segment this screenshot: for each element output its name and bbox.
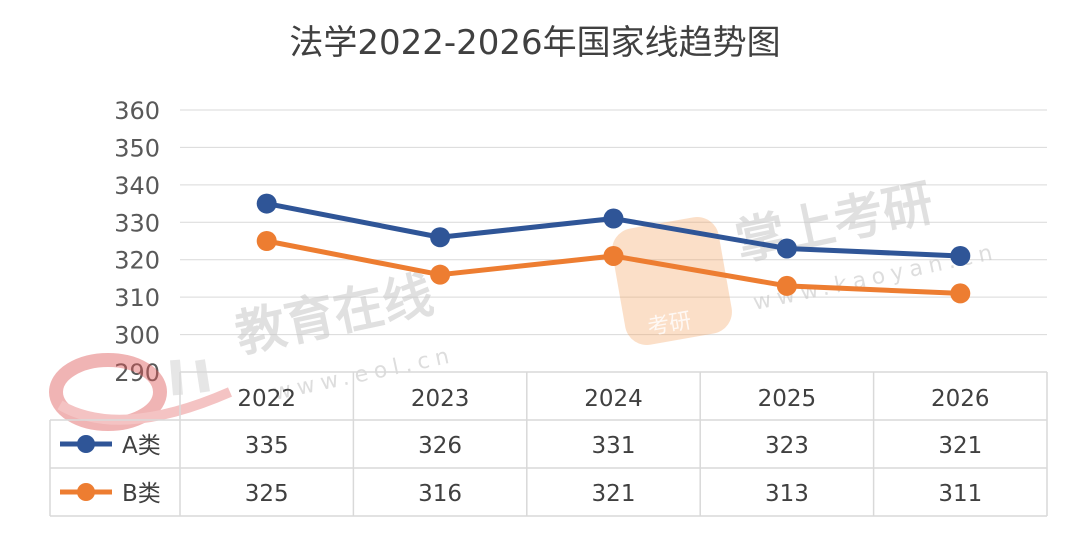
data-point bbox=[950, 245, 971, 266]
data-label: 326 bbox=[418, 433, 462, 459]
data-point bbox=[430, 227, 451, 248]
chart-title: 法学2022-2026年国家线趋势图 bbox=[289, 23, 780, 63]
data-label: 311 bbox=[938, 481, 982, 507]
data-label: 335 bbox=[245, 433, 289, 459]
y-tick-label: 330 bbox=[114, 209, 160, 237]
data-table: 2022 2023 2024 2025 2026 A类 335 326 331 323 321 B类 3… bbox=[49, 371, 1048, 517]
legend-entry: A类 bbox=[122, 433, 161, 459]
data-point bbox=[950, 283, 971, 304]
y-tick-label: 340 bbox=[114, 172, 160, 200]
y-tick-label: 290 bbox=[114, 359, 160, 387]
eol-watermark-text: 教育在线 bbox=[230, 265, 438, 363]
legend-marker-icon bbox=[77, 435, 95, 453]
x-tick-label: 2023 bbox=[411, 386, 470, 412]
data-label: 316 bbox=[418, 481, 462, 507]
data-point bbox=[776, 238, 797, 259]
y-tick-label: 350 bbox=[114, 134, 160, 162]
x-tick-label: 2024 bbox=[584, 386, 643, 412]
y-axis-ticks: 290 300 310 320 330 340 350 360 bbox=[114, 97, 160, 387]
data-point bbox=[430, 264, 451, 285]
data-point bbox=[776, 275, 797, 296]
data-label: 321 bbox=[592, 481, 636, 507]
x-tick-label: 2025 bbox=[758, 386, 817, 412]
x-tick-label: 2026 bbox=[931, 386, 990, 412]
legend-entry: B类 bbox=[122, 481, 161, 507]
data-point bbox=[256, 231, 277, 251]
x-tick-label: 2022 bbox=[237, 386, 296, 412]
legend-marker-icon bbox=[77, 483, 95, 501]
y-tick-label: 310 bbox=[114, 284, 160, 312]
data-point bbox=[603, 245, 624, 266]
y-tick-label: 320 bbox=[114, 247, 160, 275]
y-tick-label: 360 bbox=[114, 97, 160, 125]
data-label: 331 bbox=[592, 433, 636, 459]
data-label: 323 bbox=[765, 433, 809, 459]
data-point bbox=[256, 193, 277, 214]
kaoyan-logo-icon bbox=[612, 217, 732, 345]
kaoyan-watermark-text: 掌上考研 bbox=[730, 173, 938, 271]
y-tick-label: 300 bbox=[114, 322, 160, 350]
data-label: 321 bbox=[938, 433, 982, 459]
data-label: 325 bbox=[245, 481, 289, 507]
eol-logo-icon bbox=[49, 353, 232, 431]
data-label: 313 bbox=[765, 481, 809, 507]
data-point bbox=[603, 208, 624, 229]
kaoyan-watermark: 考研 掌上考研 www.kaoyan.cn bbox=[612, 173, 1001, 345]
series-layer bbox=[256, 193, 971, 304]
